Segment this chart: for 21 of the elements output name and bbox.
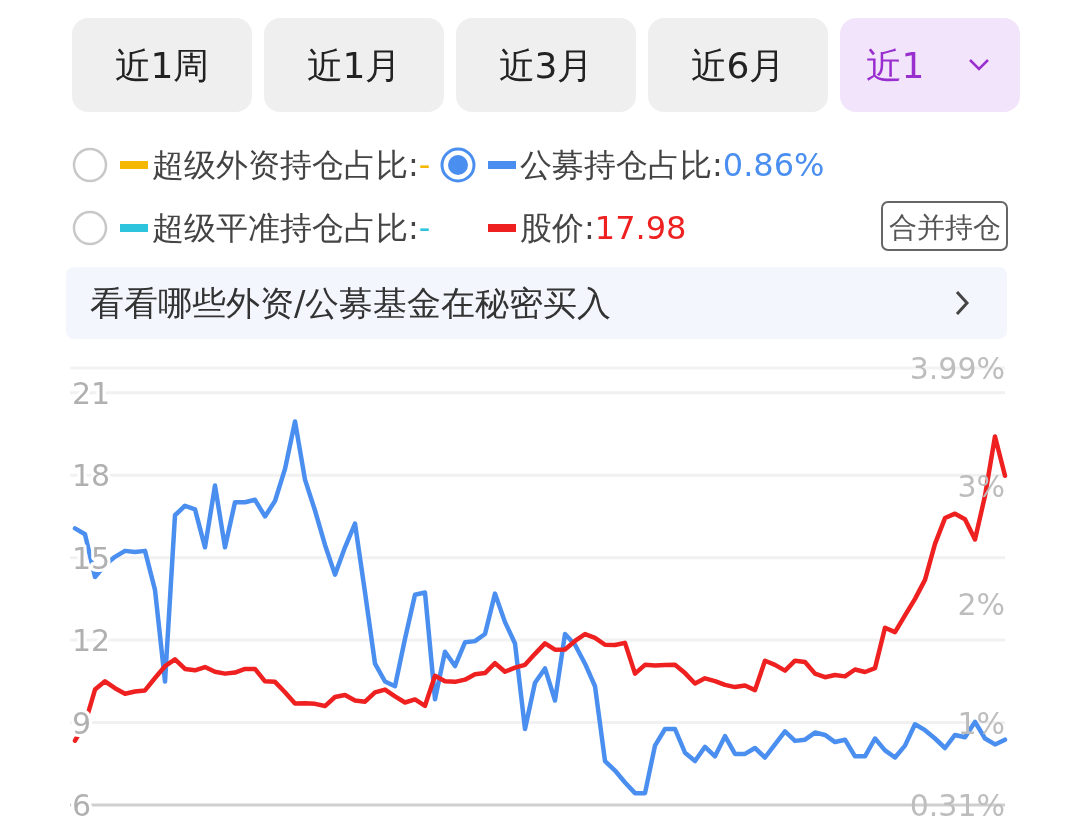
- y2-tick-label: 3.99%: [909, 351, 1005, 386]
- legend-label: 超级外资持仓占比:-: [152, 146, 431, 184]
- y-tick-label: 18: [72, 458, 111, 494]
- y2-tick-label: 2%: [957, 587, 1005, 623]
- legend-label: 超级平准持仓占比:-: [152, 209, 431, 247]
- text: 近1: [865, 45, 925, 86]
- line-series: [72, 419, 1008, 796]
- text: 合并持仓: [888, 211, 1001, 244]
- text: 近1周: [114, 45, 210, 86]
- text: 看看哪些外资/公募基金在秘密买入: [90, 283, 612, 323]
- y2-tick-label: 1%: [957, 706, 1005, 742]
- line-series: [72, 434, 1008, 743]
- y2-tick-label: 0.31%: [909, 788, 1005, 823]
- text: 近6月: [690, 45, 786, 86]
- y-tick-label: 6: [72, 788, 92, 823]
- legend-label: 股价:17.98: [520, 209, 687, 247]
- text: 近1月: [306, 45, 402, 86]
- y-tick-label: 21: [72, 375, 111, 411]
- y-tick-label: 12: [72, 623, 111, 659]
- legend-label: 公募持仓占比:0.86%: [520, 146, 825, 184]
- text: 近3月: [498, 45, 594, 86]
